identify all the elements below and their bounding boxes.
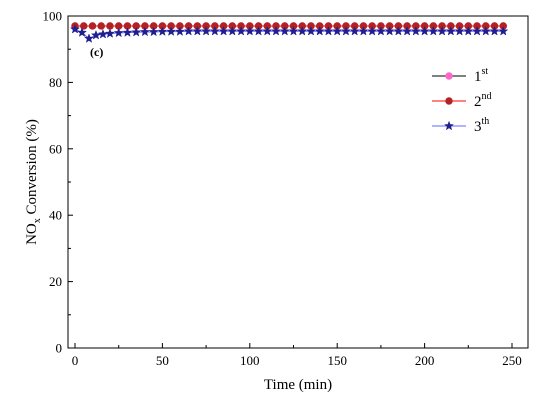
data-point (131, 26, 142, 37)
data-point (157, 26, 168, 36)
series-layer (69, 22, 509, 43)
data-point (166, 26, 177, 36)
data-point (262, 25, 273, 36)
data-point (498, 25, 509, 36)
data-point (209, 25, 220, 36)
legend-label-base: 1 (474, 69, 482, 85)
data-point (244, 25, 255, 36)
data-point (437, 25, 448, 36)
data-point (90, 29, 102, 40)
y-tick-label: 40 (49, 208, 62, 223)
series-3 (69, 23, 509, 43)
data-point (192, 25, 203, 36)
legend-label-base: 2 (474, 94, 482, 110)
x-tick-label: 200 (415, 353, 435, 368)
legend-label-base: 3 (474, 119, 482, 135)
y-tick-label: 80 (49, 75, 62, 90)
data-point (349, 25, 360, 36)
legend-marker (445, 72, 453, 80)
legend-label-sup: th (482, 116, 490, 127)
data-point (471, 25, 483, 36)
data-point (393, 25, 404, 36)
data-point (139, 26, 150, 37)
x-axis: 0 50 100 150 200 250 (72, 343, 522, 368)
data-point (445, 25, 456, 36)
legend-label-sup: nd (482, 91, 492, 102)
data-point (279, 25, 290, 36)
data-point (253, 25, 264, 36)
y-tick-label: 100 (43, 9, 63, 24)
y-axis: 0 20 40 60 80 100 (43, 9, 73, 356)
data-point (227, 25, 238, 36)
data-point (69, 23, 81, 34)
data-point (428, 25, 439, 36)
y-axis-title-base: NO (24, 223, 40, 245)
data-point (323, 25, 334, 36)
data-point (358, 25, 369, 36)
y-tick-label: 60 (49, 141, 62, 156)
data-point (113, 27, 124, 38)
data-point (270, 25, 282, 36)
data-point (384, 25, 395, 36)
plot-area (67, 15, 529, 349)
data-point (148, 26, 159, 37)
y-axis-title-sub: x (32, 218, 43, 223)
data-point (367, 25, 378, 36)
legend-marker (445, 97, 453, 105)
data-point (76, 27, 88, 37)
data-point (410, 25, 421, 36)
legend-label: 3th (474, 116, 489, 135)
data-point (97, 28, 109, 39)
legend-label-sup: st (482, 66, 489, 77)
data-point (88, 22, 97, 30)
data-point (297, 25, 308, 36)
y-tick-label: 20 (49, 274, 62, 289)
data-point (288, 25, 299, 36)
data-point (174, 26, 185, 36)
legend-marker (443, 120, 455, 131)
data-point (218, 25, 229, 36)
y-axis-title: NOx Conversion (%) (24, 119, 43, 245)
data-point (104, 28, 116, 38)
x-tick-label: 100 (240, 353, 260, 368)
data-point (375, 25, 386, 36)
data-point (480, 25, 491, 36)
x-tick-label: 0 (72, 353, 79, 368)
data-point (122, 27, 133, 37)
plot-frame (67, 15, 529, 349)
data-point (183, 25, 194, 36)
panel-label: (c) (90, 45, 103, 59)
data-point (463, 25, 474, 36)
legend-label: 2nd (474, 91, 492, 110)
data-point (332, 25, 343, 36)
y-axis-title-rest: Conversion (%) (24, 119, 40, 218)
data-point (402, 25, 413, 36)
x-tick-label: 50 (156, 353, 169, 368)
legend-item-3: 3th (432, 116, 489, 135)
data-point (236, 25, 247, 36)
x-tick-label: 150 (327, 353, 347, 368)
data-point (80, 22, 88, 30)
data-point (454, 25, 465, 36)
x-tick-label: 250 (502, 353, 522, 368)
data-point (489, 25, 500, 36)
data-point (97, 22, 105, 30)
data-point (340, 25, 351, 36)
data-point (314, 25, 325, 36)
legend-label: 1st (474, 66, 488, 85)
data-point (419, 25, 430, 36)
x-axis-title: Time (min) (264, 377, 332, 393)
y-tick-label: 0 (56, 341, 63, 356)
legend-item-2: 2nd (432, 91, 492, 110)
data-point (83, 33, 95, 43)
data-point (201, 25, 212, 36)
data-point (305, 25, 317, 36)
legend: 1st 2nd 3th (432, 66, 492, 135)
legend-item-1: 1st (432, 66, 488, 85)
